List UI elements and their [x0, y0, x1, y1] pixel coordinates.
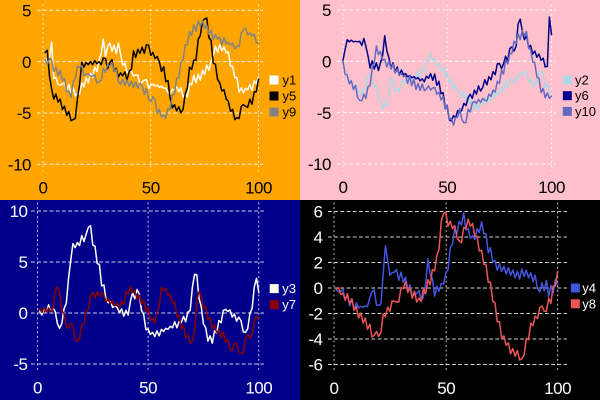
- svg-text:-10: -10: [308, 155, 331, 174]
- svg-text:6: 6: [314, 203, 323, 222]
- svg-text:y10: y10: [575, 104, 596, 119]
- svg-text:-10: -10: [8, 156, 31, 175]
- svg-text:-5: -5: [13, 355, 27, 374]
- svg-text:y8: y8: [582, 296, 596, 311]
- svg-text:50: 50: [139, 379, 157, 398]
- svg-text:0: 0: [22, 53, 31, 72]
- svg-text:0: 0: [33, 379, 42, 398]
- svg-text:y2: y2: [575, 73, 589, 88]
- svg-text:4: 4: [314, 228, 323, 247]
- svg-text:100: 100: [538, 178, 565, 197]
- svg-text:5: 5: [22, 2, 31, 21]
- svg-text:5: 5: [19, 253, 28, 272]
- svg-text:y3: y3: [282, 281, 296, 296]
- svg-text:y7: y7: [282, 297, 296, 312]
- svg-text:0: 0: [322, 53, 331, 72]
- svg-text:0: 0: [19, 304, 28, 323]
- svg-text:0: 0: [339, 178, 348, 197]
- svg-text:-6: -6: [308, 356, 322, 375]
- svg-text:0: 0: [314, 279, 323, 298]
- svg-text:-2: -2: [308, 305, 322, 324]
- svg-text:y6: y6: [575, 88, 589, 103]
- svg-text:50: 50: [437, 379, 455, 398]
- svg-text:-5: -5: [17, 104, 31, 123]
- svg-text:y4: y4: [582, 281, 596, 296]
- svg-text:y9: y9: [283, 105, 297, 120]
- svg-text:50: 50: [438, 178, 456, 197]
- svg-text:50: 50: [142, 179, 160, 198]
- svg-text:-4: -4: [308, 330, 322, 349]
- svg-text:5: 5: [322, 1, 331, 20]
- svg-text:100: 100: [544, 379, 571, 398]
- svg-text:10: 10: [10, 202, 28, 221]
- svg-text:0: 0: [39, 179, 48, 198]
- svg-text:2: 2: [314, 254, 323, 273]
- svg-text:y5: y5: [283, 89, 297, 104]
- svg-text:y1: y1: [283, 73, 297, 88]
- svg-text:0: 0: [330, 379, 339, 398]
- svg-text:100: 100: [245, 179, 272, 198]
- svg-text:100: 100: [245, 379, 272, 398]
- svg-text:-5: -5: [317, 104, 331, 123]
